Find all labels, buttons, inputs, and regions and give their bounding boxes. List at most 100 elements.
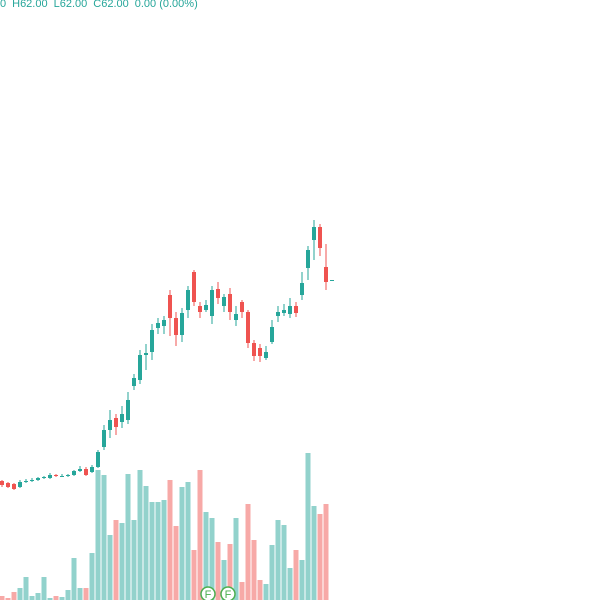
volume-bar [5, 598, 11, 600]
candle-body [12, 484, 16, 489]
event-marker-label: F [205, 589, 212, 600]
volume-bar [311, 506, 317, 600]
candle-body [24, 481, 28, 482]
ohlc-legend: 0.00 (0.00%) [135, 0, 198, 10]
volume-bar [305, 453, 311, 600]
volume-bar [257, 580, 263, 600]
event-marker-label: F [225, 589, 232, 600]
volume-bar [197, 470, 203, 600]
candle-body [192, 272, 196, 302]
volume-bar [137, 470, 143, 600]
volume-bar [101, 475, 107, 600]
volume-bar [95, 470, 101, 600]
volume-bar [41, 577, 47, 600]
volume-bar [269, 545, 275, 600]
candle-body [18, 482, 22, 487]
volume-bar [245, 504, 251, 600]
volume-bar [107, 535, 113, 600]
event-marker [220, 586, 236, 600]
candle-body [270, 327, 274, 342]
volume-bar [281, 525, 287, 600]
candle-body [288, 306, 292, 314]
volume-bar [125, 474, 131, 600]
candle-body [198, 306, 202, 312]
candle-body [102, 430, 106, 447]
volume-bar [299, 560, 305, 600]
volume-bar [17, 588, 23, 600]
candle-body [324, 267, 328, 282]
volume-bar [227, 544, 233, 600]
candle-body [276, 312, 280, 316]
event-marker [200, 586, 216, 600]
candle-body [216, 289, 220, 298]
volume-bar [263, 584, 269, 600]
candle-body [156, 323, 160, 328]
volume-bar [131, 520, 137, 600]
candle-body [48, 475, 52, 478]
volume-bar [239, 582, 245, 600]
volume-bar [293, 550, 299, 600]
volume-bar [65, 590, 71, 600]
candle-body [246, 312, 250, 343]
candle-body [330, 280, 334, 281]
candle-body [162, 320, 166, 326]
candle-body [294, 306, 298, 313]
volume-bar [161, 500, 167, 600]
candle-body [42, 477, 46, 478]
volume-bar [53, 596, 59, 600]
volume-bar [0, 596, 5, 600]
volume-bar [287, 568, 293, 600]
volume-bar [149, 502, 155, 600]
candle-body [186, 290, 190, 310]
volume-bar [71, 558, 77, 600]
volume-bar [185, 482, 191, 600]
volume-bar [113, 520, 119, 600]
candle-body [108, 420, 112, 430]
candle-body [96, 452, 100, 467]
candle-body [132, 378, 136, 386]
candle-body [126, 400, 130, 420]
volume-bar [23, 577, 29, 600]
candle-body [36, 478, 40, 480]
volume-bar [59, 597, 65, 600]
candle-body [78, 469, 82, 471]
volume-bar [221, 560, 227, 600]
candle-body [120, 414, 124, 422]
volume-bar [155, 502, 161, 600]
candle-body [174, 318, 178, 335]
candle-body [114, 418, 118, 427]
candle-body [282, 310, 286, 313]
candle-body [264, 352, 268, 358]
candle-body [84, 469, 88, 475]
candle-body [300, 283, 304, 295]
volume-bar [77, 588, 83, 600]
candle-body [6, 483, 10, 487]
candle-body [168, 295, 172, 318]
candle-body [204, 305, 208, 310]
volume-bar [215, 542, 221, 600]
candle-body [228, 294, 232, 312]
volume-bar [233, 518, 239, 600]
candle-body [30, 480, 34, 481]
volume-bar [29, 596, 35, 600]
volume-bar [323, 504, 329, 600]
volume-bar [167, 480, 173, 600]
candle-body [60, 476, 64, 477]
candle-body [66, 475, 70, 476]
volume-bar [209, 518, 215, 600]
candle-body [252, 343, 256, 356]
candle-body [144, 353, 148, 355]
volume-bar [179, 487, 185, 600]
candle-body [318, 227, 322, 248]
candle-body [180, 313, 184, 335]
candle-body [312, 227, 316, 240]
ohlc-legend: C62.00 [93, 0, 128, 10]
volume-bar [203, 512, 209, 600]
candle-body [138, 355, 142, 380]
volume-bar [143, 486, 149, 600]
volume-bar [11, 592, 17, 600]
volume-bar [35, 593, 41, 600]
candle-body [150, 330, 154, 352]
